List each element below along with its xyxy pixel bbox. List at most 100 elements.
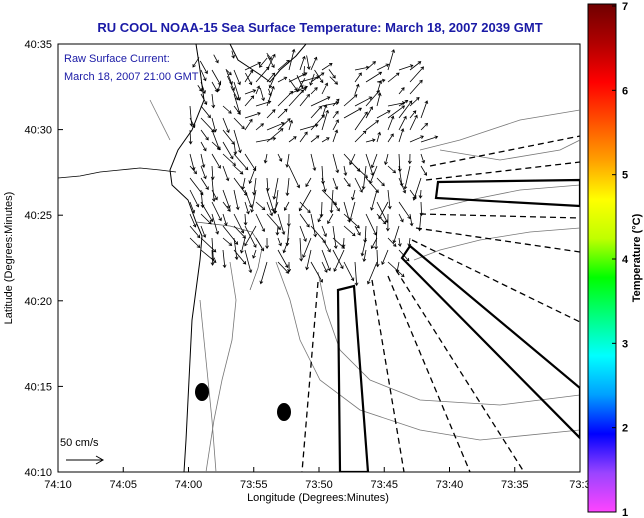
current-vector: [277, 90, 294, 107]
current-vector: [305, 177, 312, 188]
x-tick-label: 73:40: [436, 479, 464, 491]
current-vector: [370, 237, 378, 250]
current-vector: [277, 153, 283, 162]
current-vector: [354, 130, 367, 143]
y-tick-label: 40:10: [24, 467, 52, 479]
current-vector: [200, 165, 207, 180]
current-vector: [288, 89, 304, 107]
current-vector: [197, 85, 203, 92]
current-vector: [387, 72, 400, 83]
channel-outline-east: [434, 178, 580, 208]
current-vector: [299, 201, 311, 214]
colorbar-tick-label: 4: [622, 254, 629, 266]
current-vector: [200, 81, 206, 94]
current-vector: [310, 105, 323, 119]
current-vector: [259, 87, 266, 102]
current-vector: [233, 117, 245, 130]
current-vector: [348, 201, 356, 222]
current-vector: [376, 177, 385, 187]
current-vector: [244, 111, 261, 119]
current-vector: [288, 78, 298, 91]
current-vector: [395, 261, 400, 273]
plot-frame: [57, 43, 581, 473]
current-vector: [310, 135, 320, 143]
current-vector: [354, 96, 373, 107]
current-vector: [225, 69, 232, 76]
current-vector: [296, 78, 306, 93]
current-vector: [387, 189, 392, 210]
current-vector: [211, 129, 221, 151]
current-vector: [200, 105, 211, 119]
current-vector: [266, 122, 285, 131]
current-vector: [398, 100, 413, 119]
current-vector: [255, 136, 277, 143]
current-vector: [277, 59, 290, 71]
current-vector: [275, 225, 280, 236]
bathymetry-contour: [413, 227, 580, 261]
current-vector: [296, 75, 304, 89]
x-tick-label: 73:45: [370, 479, 398, 491]
current-vector: [365, 153, 375, 177]
raritan-bay-shore: [58, 167, 177, 179]
current-vector: [211, 177, 216, 202]
current-vector: [189, 105, 194, 127]
bathymetry-contour: [429, 184, 580, 211]
current-vector: [354, 261, 359, 287]
colorbar-tick-label: 6: [622, 85, 628, 97]
current-vector: [309, 73, 315, 86]
current-vector: [321, 177, 327, 193]
current-vector: [211, 81, 219, 93]
current-vector: [376, 110, 391, 119]
current-vector: [376, 131, 382, 143]
staten-island-shore: [229, 44, 307, 83]
current-vector: [266, 109, 276, 119]
current-vector: [302, 237, 312, 259]
current-vector: [403, 165, 411, 190]
colorbar-tick-label: 1: [622, 507, 628, 518]
x-tick-label: 73:55: [240, 479, 268, 491]
current-vector: [363, 225, 368, 243]
current-vector: [211, 93, 216, 109]
annotation-line-2: March 18, 2007 21:00 GMT: [64, 71, 199, 83]
current-vector: [233, 153, 249, 171]
current-vector: [327, 213, 334, 225]
current-vector: [321, 82, 329, 95]
current-vector: [409, 135, 424, 143]
current-vector: [266, 85, 275, 107]
current-vector: [365, 106, 373, 119]
colorbar-label: Temperature (°C): [631, 213, 643, 302]
channel-outline-south: [336, 284, 370, 472]
current-vector: [222, 165, 230, 182]
current-vector: [310, 72, 325, 83]
current-vector: [244, 95, 255, 107]
current-vector: [361, 165, 367, 190]
current-vector: [287, 261, 292, 273]
current-vector: [332, 249, 344, 270]
radial-beam-line: [387, 275, 471, 472]
current-vector: [255, 123, 264, 131]
current-vector: [226, 75, 235, 91]
current-vector: [233, 165, 244, 175]
current-vector: [200, 69, 207, 82]
current-vector: [285, 153, 290, 168]
current-vector: [200, 129, 209, 141]
current-vector: [233, 225, 247, 239]
current-vector: [332, 119, 339, 131]
x-tick-label: 74:00: [175, 479, 203, 491]
current-vector: [241, 177, 246, 190]
current-vector: [288, 119, 294, 131]
x-tick-label: 74:05: [109, 479, 137, 491]
current-vector: [266, 55, 275, 69]
current-vector: [398, 115, 407, 131]
x-tick-label: 73:35: [501, 479, 529, 491]
current-vector: [189, 165, 198, 175]
current-vector: [233, 249, 247, 265]
bathymetry-contour: [205, 261, 237, 472]
current-vector: [398, 213, 404, 223]
current-vector: [398, 177, 407, 194]
current-vector: [200, 153, 206, 168]
current-vector: [231, 50, 236, 59]
current-vector: [354, 83, 360, 95]
current-vector: [189, 117, 196, 129]
current-vector: [210, 165, 215, 181]
